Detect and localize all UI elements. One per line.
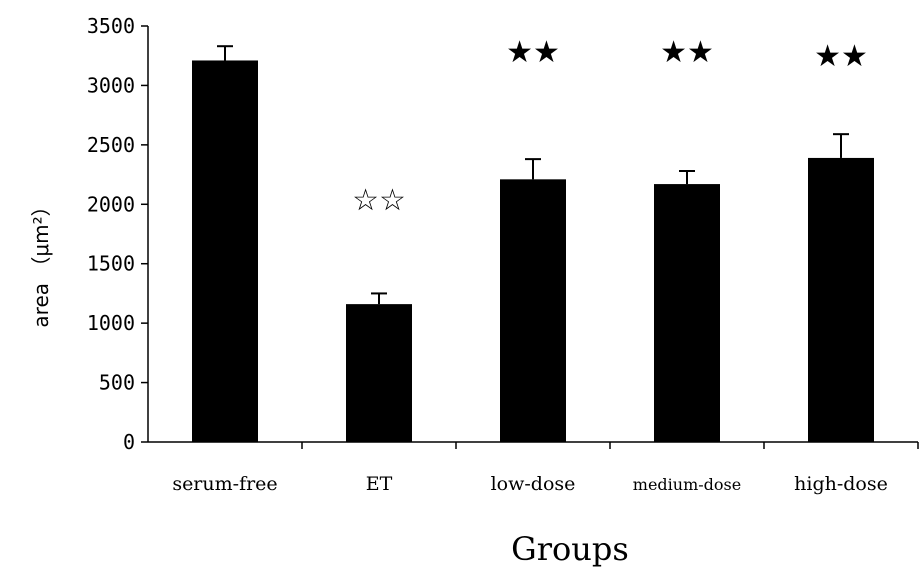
significance-marker: ★★ (814, 39, 868, 74)
y-tick-label: 3000 (87, 73, 135, 97)
significance-marker: ☆☆ (352, 183, 406, 218)
x-axis (148, 441, 919, 449)
bar (808, 157, 874, 442)
significance-marker: ★★ (506, 35, 560, 70)
annotations: ☆☆ ★★ ★★ ★★ (352, 35, 868, 218)
category-label: serum-free (172, 473, 277, 495)
y-tick-label: 2500 (87, 133, 135, 157)
y-tick-label: 1000 (87, 311, 135, 335)
y-axis-label: area （μm²） (29, 196, 53, 327)
category-label: low-dose (491, 473, 576, 495)
y-tick-label: 0 (123, 430, 135, 454)
category-label: ET (366, 473, 393, 495)
category-label: high-dose (794, 473, 888, 495)
y-tick-label: 500 (99, 371, 135, 395)
bar (500, 179, 566, 442)
y-tick-label: 1500 (87, 252, 135, 276)
y-tick-label: 2000 (87, 192, 135, 216)
x-axis-label: Groups (511, 530, 629, 568)
category-labels: serum-free ET low-dose medium-dose high-dose (172, 473, 888, 495)
bar (654, 184, 720, 442)
significance-marker: ★★ (660, 35, 714, 70)
bars (192, 60, 874, 443)
y-tick-label: 3500 (87, 14, 135, 38)
bar (346, 304, 412, 442)
category-label: medium-dose (633, 475, 741, 494)
y-axis: 0 500 1000 1500 2000 2500 3000 3500 (87, 14, 149, 454)
error-bars (217, 45, 849, 305)
bar (192, 60, 258, 443)
